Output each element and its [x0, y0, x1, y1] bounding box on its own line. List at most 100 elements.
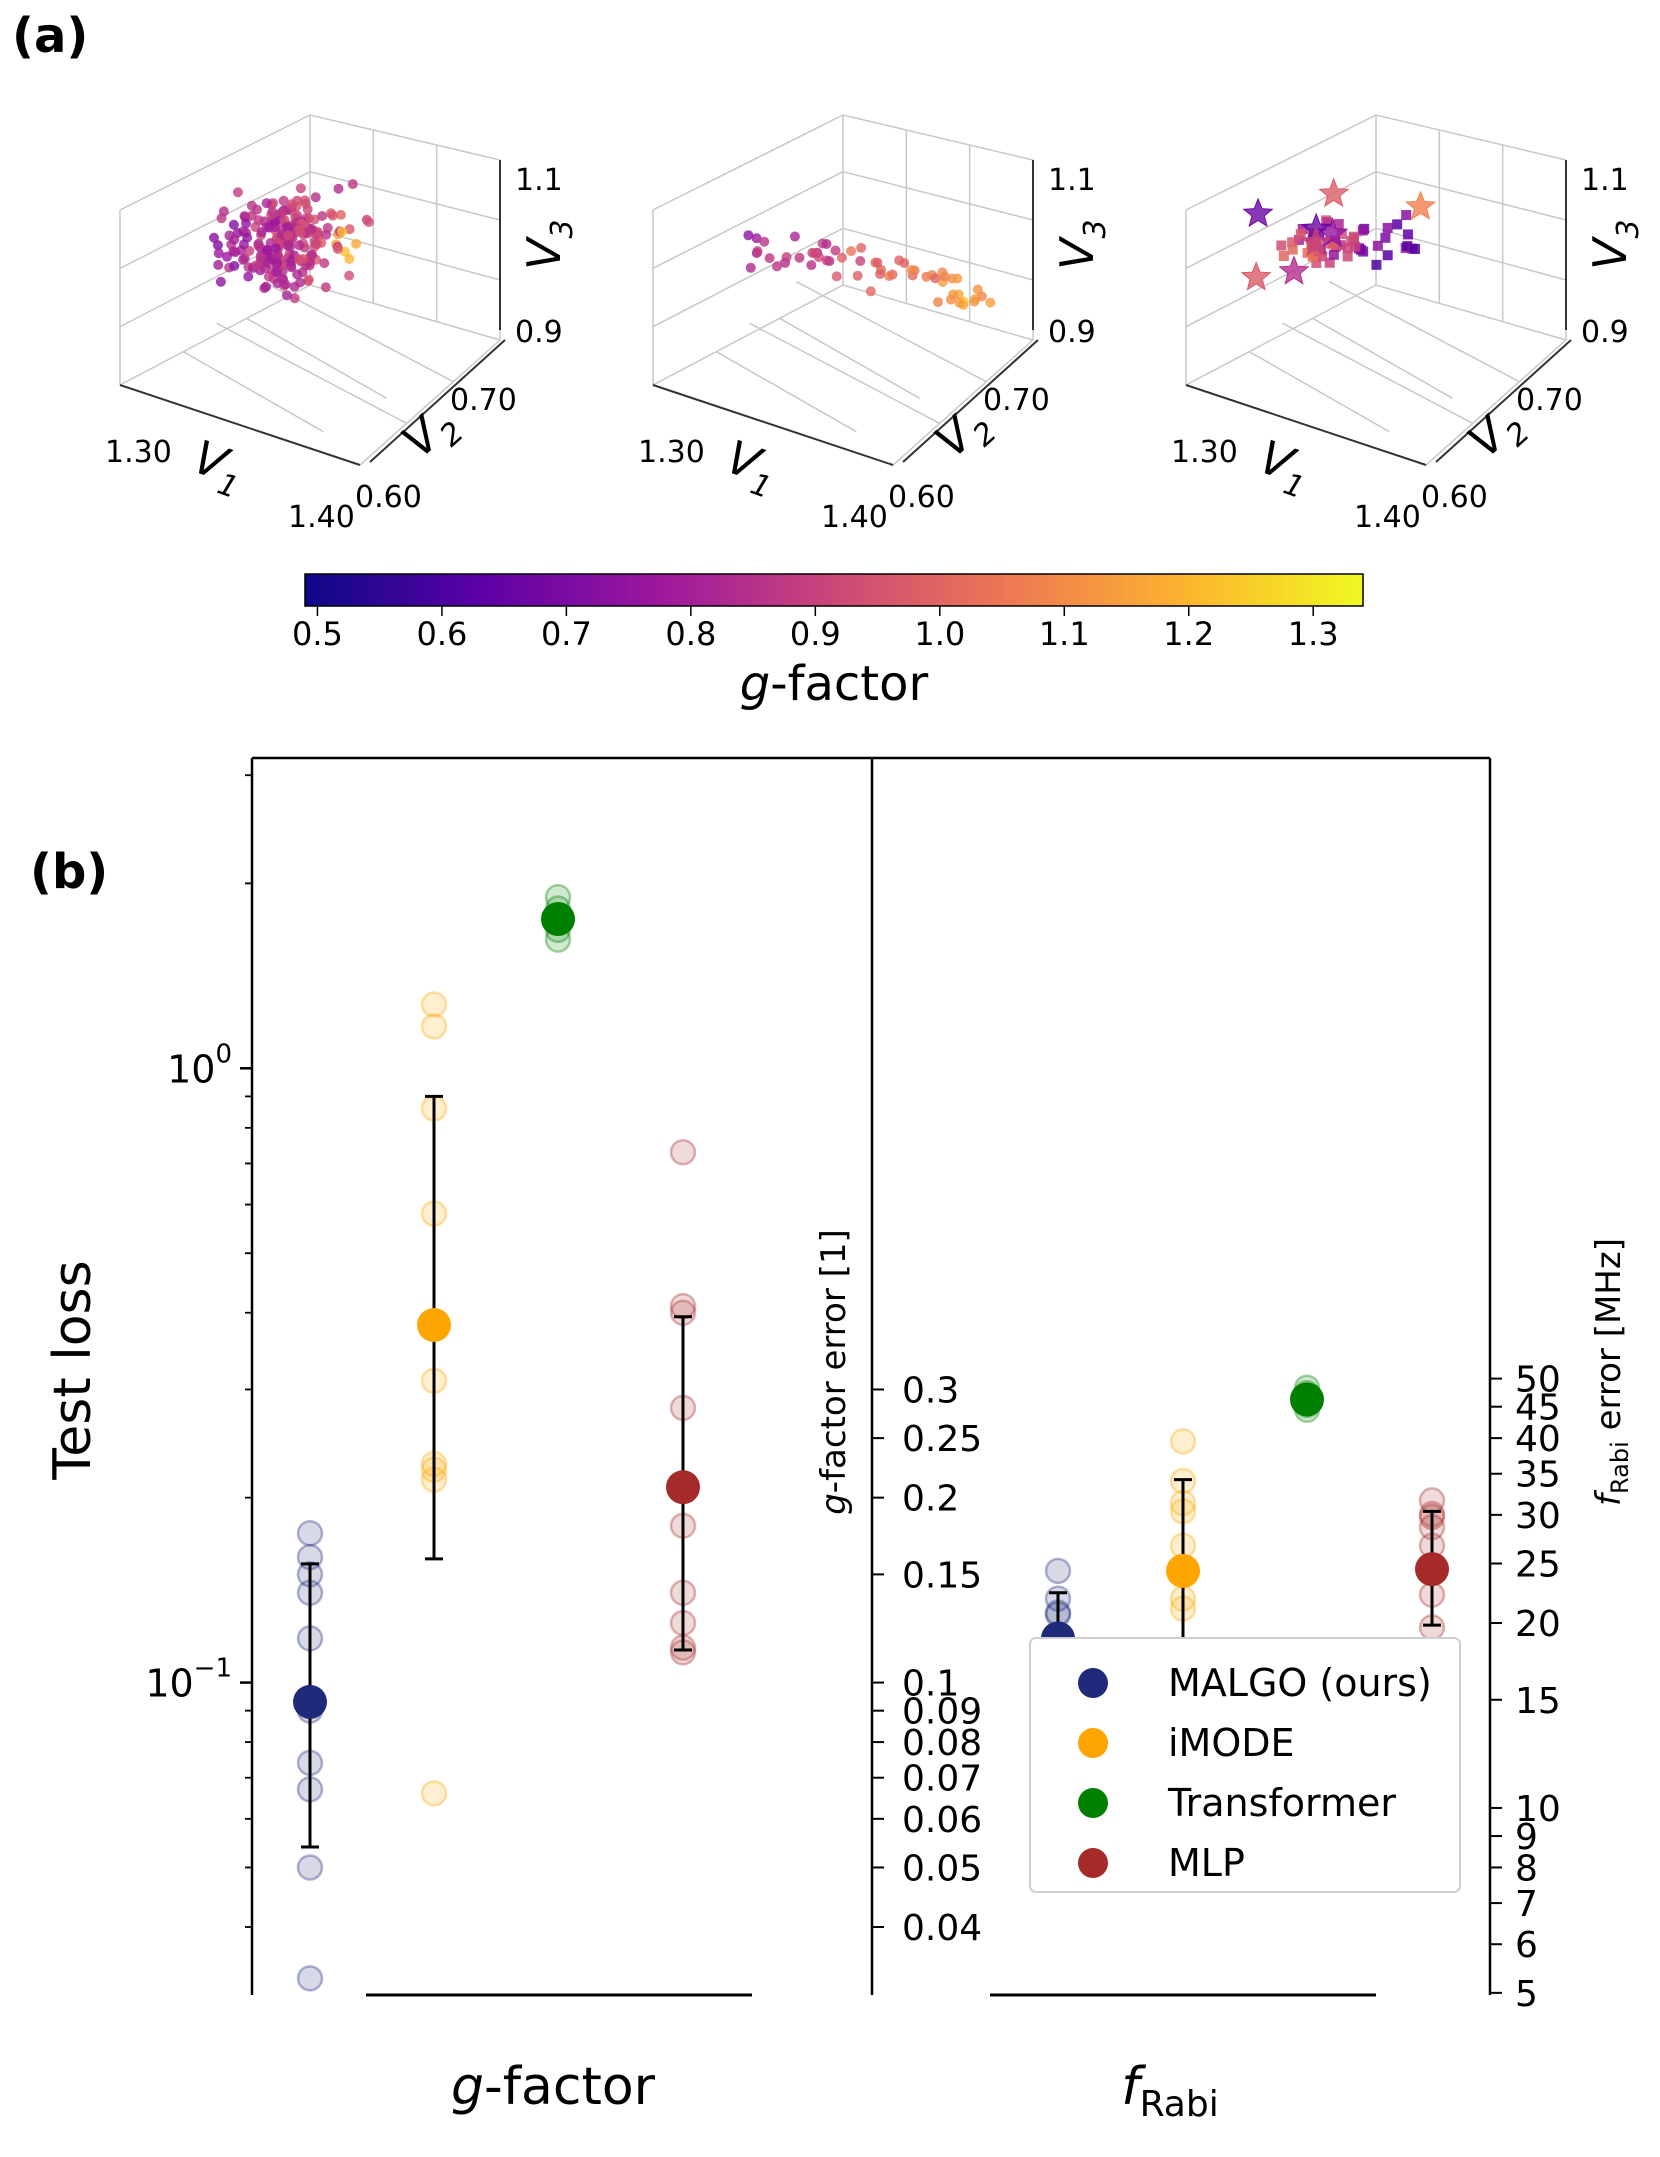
point — [270, 222, 281, 233]
grid-line — [842, 227, 1034, 281]
g-factor-error-tick-label: 0.06 — [902, 1800, 982, 1841]
test-loss-tick-exponent: −1 — [194, 1654, 232, 1684]
point-square — [1401, 210, 1412, 221]
grid-line — [842, 170, 1034, 221]
point — [344, 224, 355, 235]
point — [267, 206, 278, 217]
g-factor-error-tick-label: 0.08 — [902, 1723, 982, 1764]
point — [821, 238, 832, 249]
colorbar-ticks: 0.5 0.6 0.7 0.8 0.9 1.0 1.1 1.2 1.3 — [292, 606, 1339, 653]
mean-point — [1166, 1553, 1200, 1588]
g-factor-error-tick-label: 0.09 — [902, 1692, 982, 1733]
v1-axis-label: V1 — [183, 430, 252, 506]
point — [213, 259, 224, 270]
v1-tick-label: 1.30 — [1171, 435, 1238, 470]
colorbar-tick-label: 0.6 — [416, 615, 467, 653]
colorbar-tick-label: 0.8 — [665, 615, 716, 653]
run-point — [420, 1780, 448, 1807]
point — [228, 219, 239, 230]
point — [295, 277, 306, 288]
f-rabi-error-axis-label: fRabi error [MHz] — [1589, 1238, 1634, 1506]
point — [294, 240, 305, 251]
point — [327, 210, 338, 221]
v2-tick-label: 0.70 — [450, 383, 517, 418]
run-point — [669, 1139, 697, 1166]
point-square — [1311, 257, 1322, 268]
point-square — [1328, 249, 1339, 260]
point — [270, 243, 281, 254]
pane-floor-back — [119, 284, 501, 386]
point — [299, 195, 310, 206]
point — [261, 198, 272, 209]
point-square — [1409, 243, 1420, 254]
point — [954, 297, 965, 308]
v2-axis-sub: 2 — [433, 415, 471, 454]
point — [945, 294, 956, 305]
point — [930, 273, 941, 284]
star-marker — [1300, 226, 1332, 257]
point-square — [1342, 242, 1353, 253]
point — [806, 260, 817, 271]
point — [333, 183, 344, 194]
g-factor-error-tick-label: 0.2 — [902, 1479, 959, 1520]
test-loss-tick-label: 10−1 — [145, 1654, 232, 1706]
point-square — [1392, 219, 1403, 230]
point — [852, 270, 863, 281]
colorbar: 0.5 0.6 0.7 0.8 0.9 1.0 1.1 1.2 1.3 g-factor — [292, 573, 1364, 712]
v1-axis-sub: 1 — [213, 467, 243, 506]
v3-axis-label: V3 — [1583, 219, 1646, 270]
star-marker — [1242, 197, 1274, 228]
point — [239, 253, 250, 264]
grid-line — [652, 227, 844, 328]
point — [271, 257, 282, 268]
v2-axis-sub: 2 — [966, 415, 1004, 454]
v2-axis-sub: 2 — [1499, 415, 1537, 454]
point — [303, 275, 314, 286]
mean-point — [417, 1308, 451, 1343]
grid-line — [216, 322, 408, 424]
panel-b-frame — [250, 756, 1492, 1997]
g-factor-error-tick-label: 0.05 — [902, 1848, 982, 1889]
point — [781, 252, 792, 263]
legend-box — [1029, 1637, 1461, 1893]
markers — [209, 179, 374, 304]
point-square — [1287, 237, 1298, 248]
point — [831, 271, 842, 282]
g-factor-error-axis-ticks: 0.04 0.05 0.060.070.080.090.1 0.15 0.2 0.25 0.… — [872, 1370, 982, 1949]
v1-tick-label: 1.40 — [288, 500, 355, 535]
point — [344, 270, 355, 281]
point-square — [1293, 234, 1304, 245]
point-square — [1382, 250, 1393, 261]
point — [884, 271, 895, 282]
point — [261, 245, 272, 256]
legend-label: MLP — [1168, 1841, 1245, 1885]
legend-label: iMODE — [1168, 1721, 1295, 1765]
point — [347, 179, 358, 190]
run-point — [1169, 1428, 1197, 1455]
point — [295, 227, 306, 238]
grid-line — [1282, 322, 1474, 424]
point-square — [1402, 229, 1413, 240]
grid-line — [1248, 351, 1390, 433]
point-square — [1278, 250, 1289, 261]
point — [230, 247, 241, 258]
v2-tick-label: 0.60 — [888, 480, 955, 515]
mean-point — [541, 902, 575, 937]
colorbar-tick-label: 1.1 — [1039, 615, 1090, 653]
mean-point — [1415, 1552, 1449, 1587]
f-rabi-error-tick-label: 5 — [1515, 1974, 1538, 2015]
g-factor-error-tick-label: 0.25 — [902, 1419, 982, 1460]
g-factor-error-tick-label: 0.04 — [902, 1908, 982, 1949]
f-rabi-error-tick-label: 25 — [1515, 1545, 1561, 1586]
f-rabi-error-tick-label: 7 — [1515, 1884, 1538, 1925]
point — [789, 231, 800, 242]
point — [282, 222, 293, 233]
point — [216, 213, 227, 224]
point — [821, 255, 832, 266]
point — [751, 233, 762, 244]
point — [933, 297, 944, 308]
v2-tick-label: 0.60 — [355, 480, 422, 515]
